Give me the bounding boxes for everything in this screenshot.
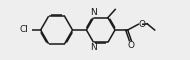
Text: O: O bbox=[128, 41, 135, 50]
Text: Cl: Cl bbox=[20, 26, 29, 34]
Text: O: O bbox=[139, 20, 146, 29]
Text: N: N bbox=[90, 8, 97, 17]
Text: N: N bbox=[90, 43, 97, 52]
